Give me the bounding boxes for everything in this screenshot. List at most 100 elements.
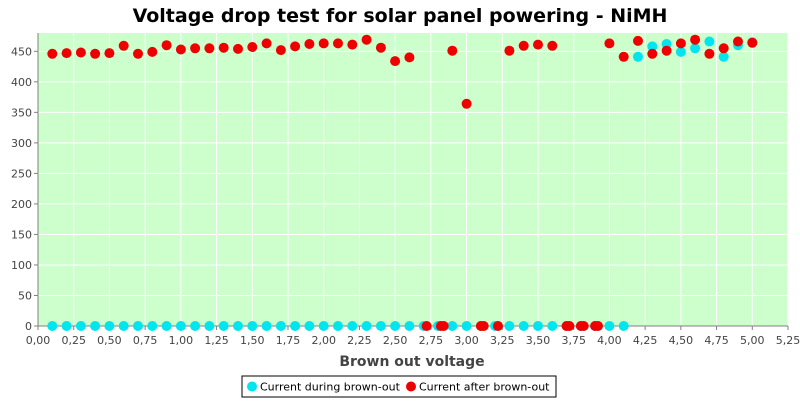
data-point bbox=[133, 48, 143, 59]
data-point bbox=[90, 48, 101, 59]
legend: Current during brown-out Current after br… bbox=[241, 375, 557, 398]
data-point bbox=[564, 321, 575, 331]
data-point bbox=[447, 321, 458, 331]
legend-marker bbox=[247, 381, 257, 392]
data-point bbox=[618, 51, 629, 62]
data-point bbox=[504, 321, 515, 331]
data-point bbox=[261, 38, 272, 49]
data-point bbox=[190, 43, 201, 54]
data-point bbox=[290, 321, 301, 331]
x-tick-label: 5,00 bbox=[740, 334, 765, 347]
data-point bbox=[318, 321, 329, 331]
data-point bbox=[447, 45, 458, 56]
series-2 bbox=[47, 34, 758, 331]
data-point bbox=[261, 321, 272, 331]
data-point bbox=[47, 48, 58, 59]
data-point bbox=[690, 43, 701, 54]
data-point bbox=[233, 43, 243, 54]
data-point bbox=[75, 321, 86, 331]
data-point bbox=[704, 48, 715, 59]
data-point bbox=[290, 41, 301, 52]
x-tick-label: 0,75 bbox=[133, 334, 158, 347]
data-point bbox=[438, 321, 449, 331]
data-point bbox=[204, 43, 215, 54]
data-point bbox=[275, 45, 286, 56]
data-point bbox=[718, 51, 729, 62]
y-tick-label: 50 bbox=[18, 289, 32, 302]
data-point bbox=[133, 321, 143, 331]
data-point bbox=[275, 321, 286, 331]
data-point bbox=[704, 36, 715, 47]
data-point bbox=[375, 42, 386, 53]
x-tick-label: 2,00 bbox=[311, 334, 336, 347]
y-tick-label: 450 bbox=[11, 45, 32, 58]
y-tick-label: 250 bbox=[11, 167, 32, 180]
data-point bbox=[161, 40, 172, 51]
plot-area bbox=[38, 33, 788, 326]
x-tick-label: 1,75 bbox=[276, 334, 301, 347]
data-point bbox=[218, 42, 229, 53]
data-point bbox=[461, 98, 472, 109]
data-point bbox=[247, 321, 258, 331]
data-point bbox=[218, 321, 229, 331]
x-tick-label: 3,50 bbox=[526, 334, 551, 347]
data-point bbox=[618, 321, 629, 331]
data-point bbox=[461, 321, 472, 331]
data-point bbox=[118, 321, 129, 331]
data-point bbox=[504, 45, 515, 56]
data-point bbox=[333, 38, 343, 49]
legend-label: Current during brown-out bbox=[260, 381, 401, 394]
data-point bbox=[90, 321, 101, 331]
data-point bbox=[733, 36, 743, 47]
y-tick-label: 200 bbox=[11, 198, 32, 211]
chart-title: Voltage drop test for solar panel poweri… bbox=[133, 5, 668, 27]
data-point bbox=[633, 35, 643, 46]
x-tick-label: 4,75 bbox=[704, 334, 729, 347]
data-point bbox=[61, 321, 72, 331]
data-point bbox=[204, 321, 215, 331]
data-point bbox=[578, 321, 589, 331]
data-point bbox=[478, 321, 489, 331]
data-point bbox=[547, 321, 558, 331]
data-point bbox=[690, 34, 701, 45]
data-point bbox=[333, 321, 343, 331]
data-point bbox=[647, 48, 658, 59]
x-tick-label: 3,00 bbox=[454, 334, 479, 347]
data-point bbox=[118, 40, 129, 51]
x-tick-label: 3,25 bbox=[490, 334, 515, 347]
data-point bbox=[518, 321, 529, 331]
data-point bbox=[533, 39, 543, 50]
data-point bbox=[175, 321, 186, 331]
y-tick-label: 350 bbox=[11, 106, 32, 119]
data-point bbox=[661, 45, 672, 56]
x-tick-label: 1,25 bbox=[204, 334, 229, 347]
x-axis-label: Brown out voltage bbox=[339, 354, 484, 370]
data-point bbox=[304, 39, 315, 49]
x-tick-label: 2,25 bbox=[347, 334, 372, 347]
data-point bbox=[390, 321, 401, 331]
data-point bbox=[604, 38, 615, 49]
data-point bbox=[318, 38, 329, 49]
x-tick-label: 2,75 bbox=[419, 334, 444, 347]
x-tick-label: 5,25 bbox=[776, 334, 800, 347]
x-tick-label: 4,25 bbox=[633, 334, 658, 347]
data-point bbox=[747, 37, 758, 48]
data-point bbox=[518, 40, 529, 51]
data-point bbox=[675, 46, 686, 57]
data-point bbox=[361, 321, 372, 331]
data-point bbox=[547, 40, 558, 51]
data-point bbox=[404, 321, 415, 331]
data-point bbox=[47, 321, 58, 331]
data-point bbox=[375, 321, 386, 331]
data-point bbox=[304, 321, 315, 331]
data-point bbox=[718, 43, 729, 54]
y-tick-label: 400 bbox=[11, 76, 32, 89]
x-tick-label: 4,00 bbox=[597, 334, 622, 347]
data-point bbox=[161, 321, 172, 331]
data-point bbox=[104, 48, 115, 59]
x-tick-label: 0,50 bbox=[97, 334, 122, 347]
data-point bbox=[675, 38, 686, 49]
data-point bbox=[633, 51, 643, 62]
